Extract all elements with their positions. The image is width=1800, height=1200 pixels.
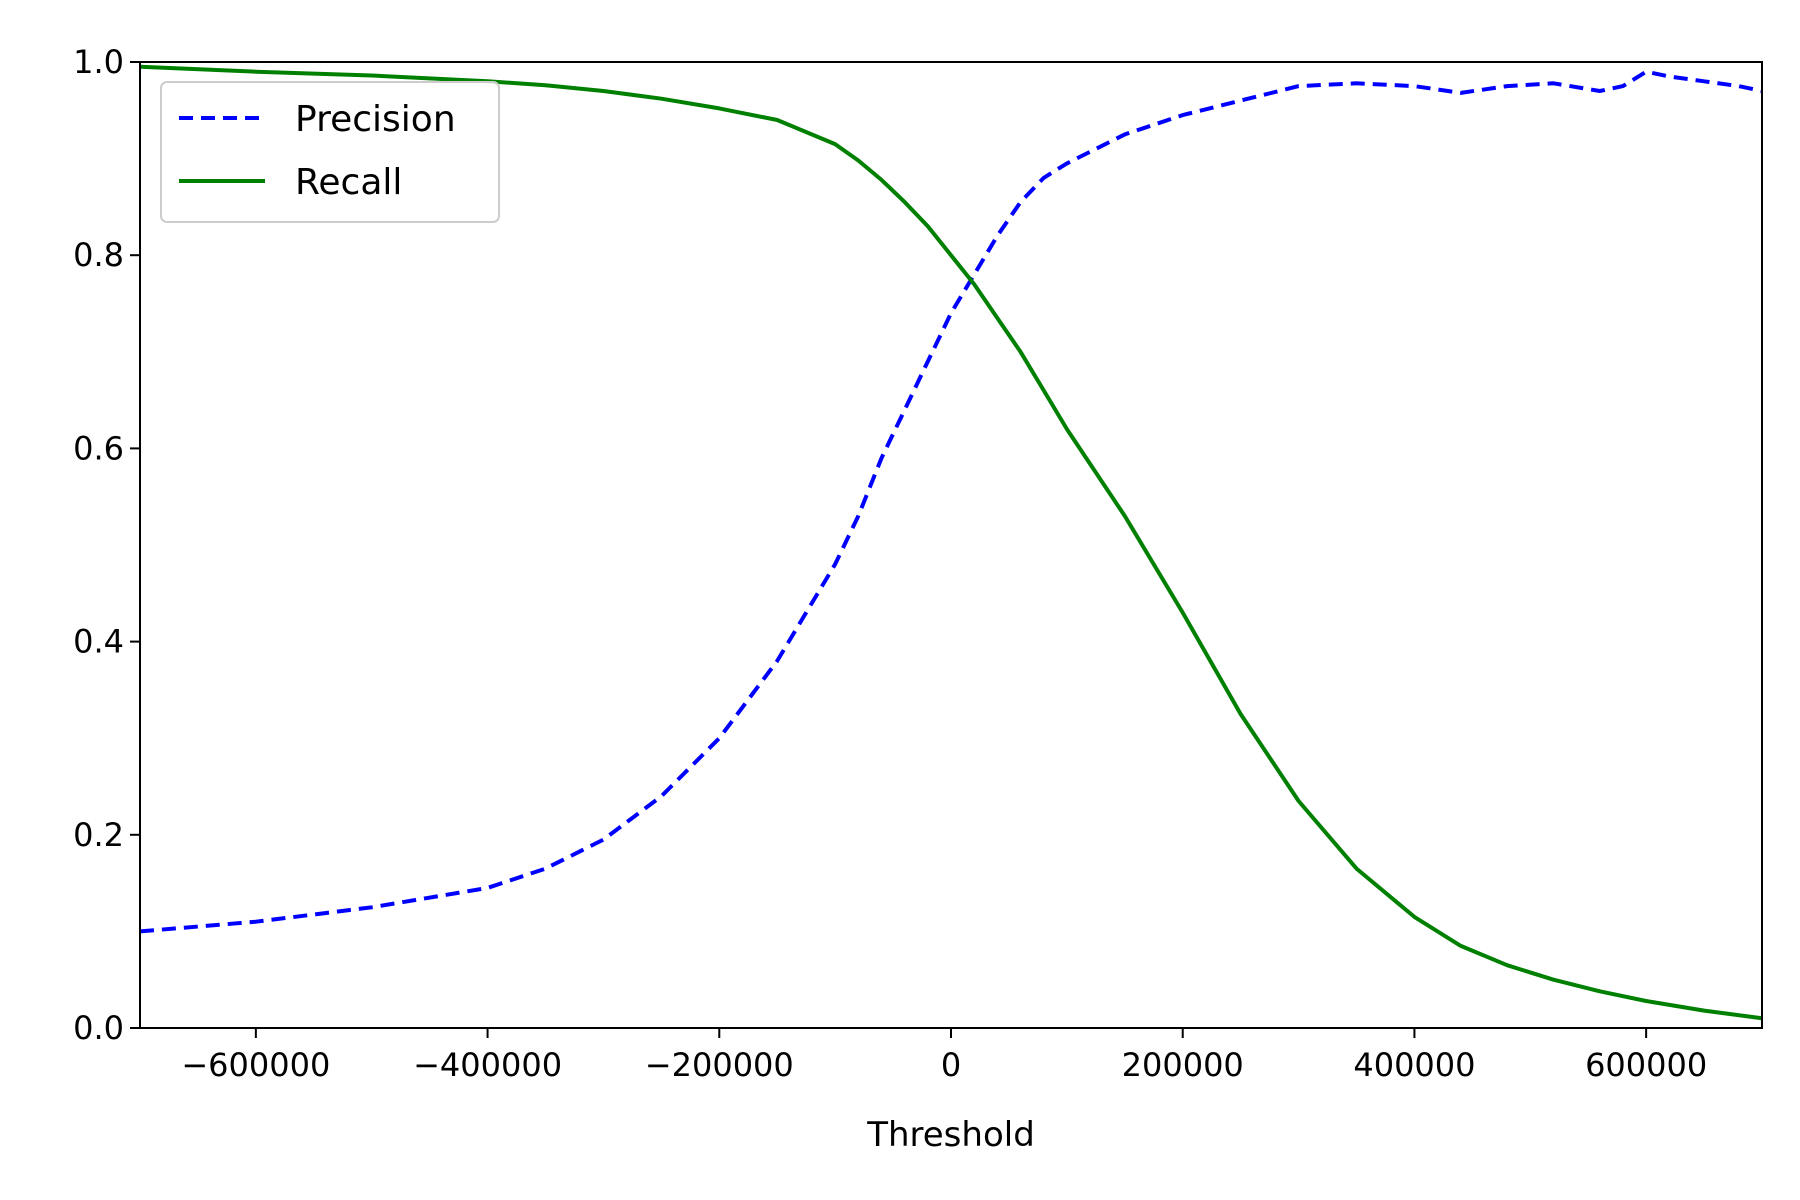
y-tick-label: 0.4	[73, 623, 124, 661]
x-tick-label: −400000	[413, 1046, 562, 1084]
x-tick-label: −600000	[181, 1046, 330, 1084]
legend-label-precision: Precision	[295, 99, 456, 140]
axes: −600000 −400000 −200000 0 200000 400000 600000…	[73, 43, 1763, 1084]
y-tick-label: 0.6	[73, 429, 124, 467]
x-tick-label: 400000	[1353, 1046, 1475, 1084]
x-tick-label: −200000	[645, 1046, 794, 1084]
series-line-precision	[140, 69, 1762, 934]
x-tick-label: 200000	[1122, 1046, 1244, 1084]
legend-label-recall: Recall	[295, 162, 402, 203]
y-tick-label: 0.8	[73, 236, 124, 274]
y-tick-label: 0.2	[73, 816, 124, 854]
x-axis-title: Threshold	[866, 1115, 1035, 1155]
plot-area	[140, 64, 1762, 1021]
x-tick-label: 600000	[1585, 1046, 1707, 1084]
y-tick-label: 1.0	[73, 43, 124, 81]
legend: Precision Recall	[160, 81, 500, 223]
x-tick-label: 0	[941, 1046, 961, 1084]
series-line-recall	[140, 64, 1762, 1021]
y-tick-label: 0.0	[73, 1009, 124, 1047]
